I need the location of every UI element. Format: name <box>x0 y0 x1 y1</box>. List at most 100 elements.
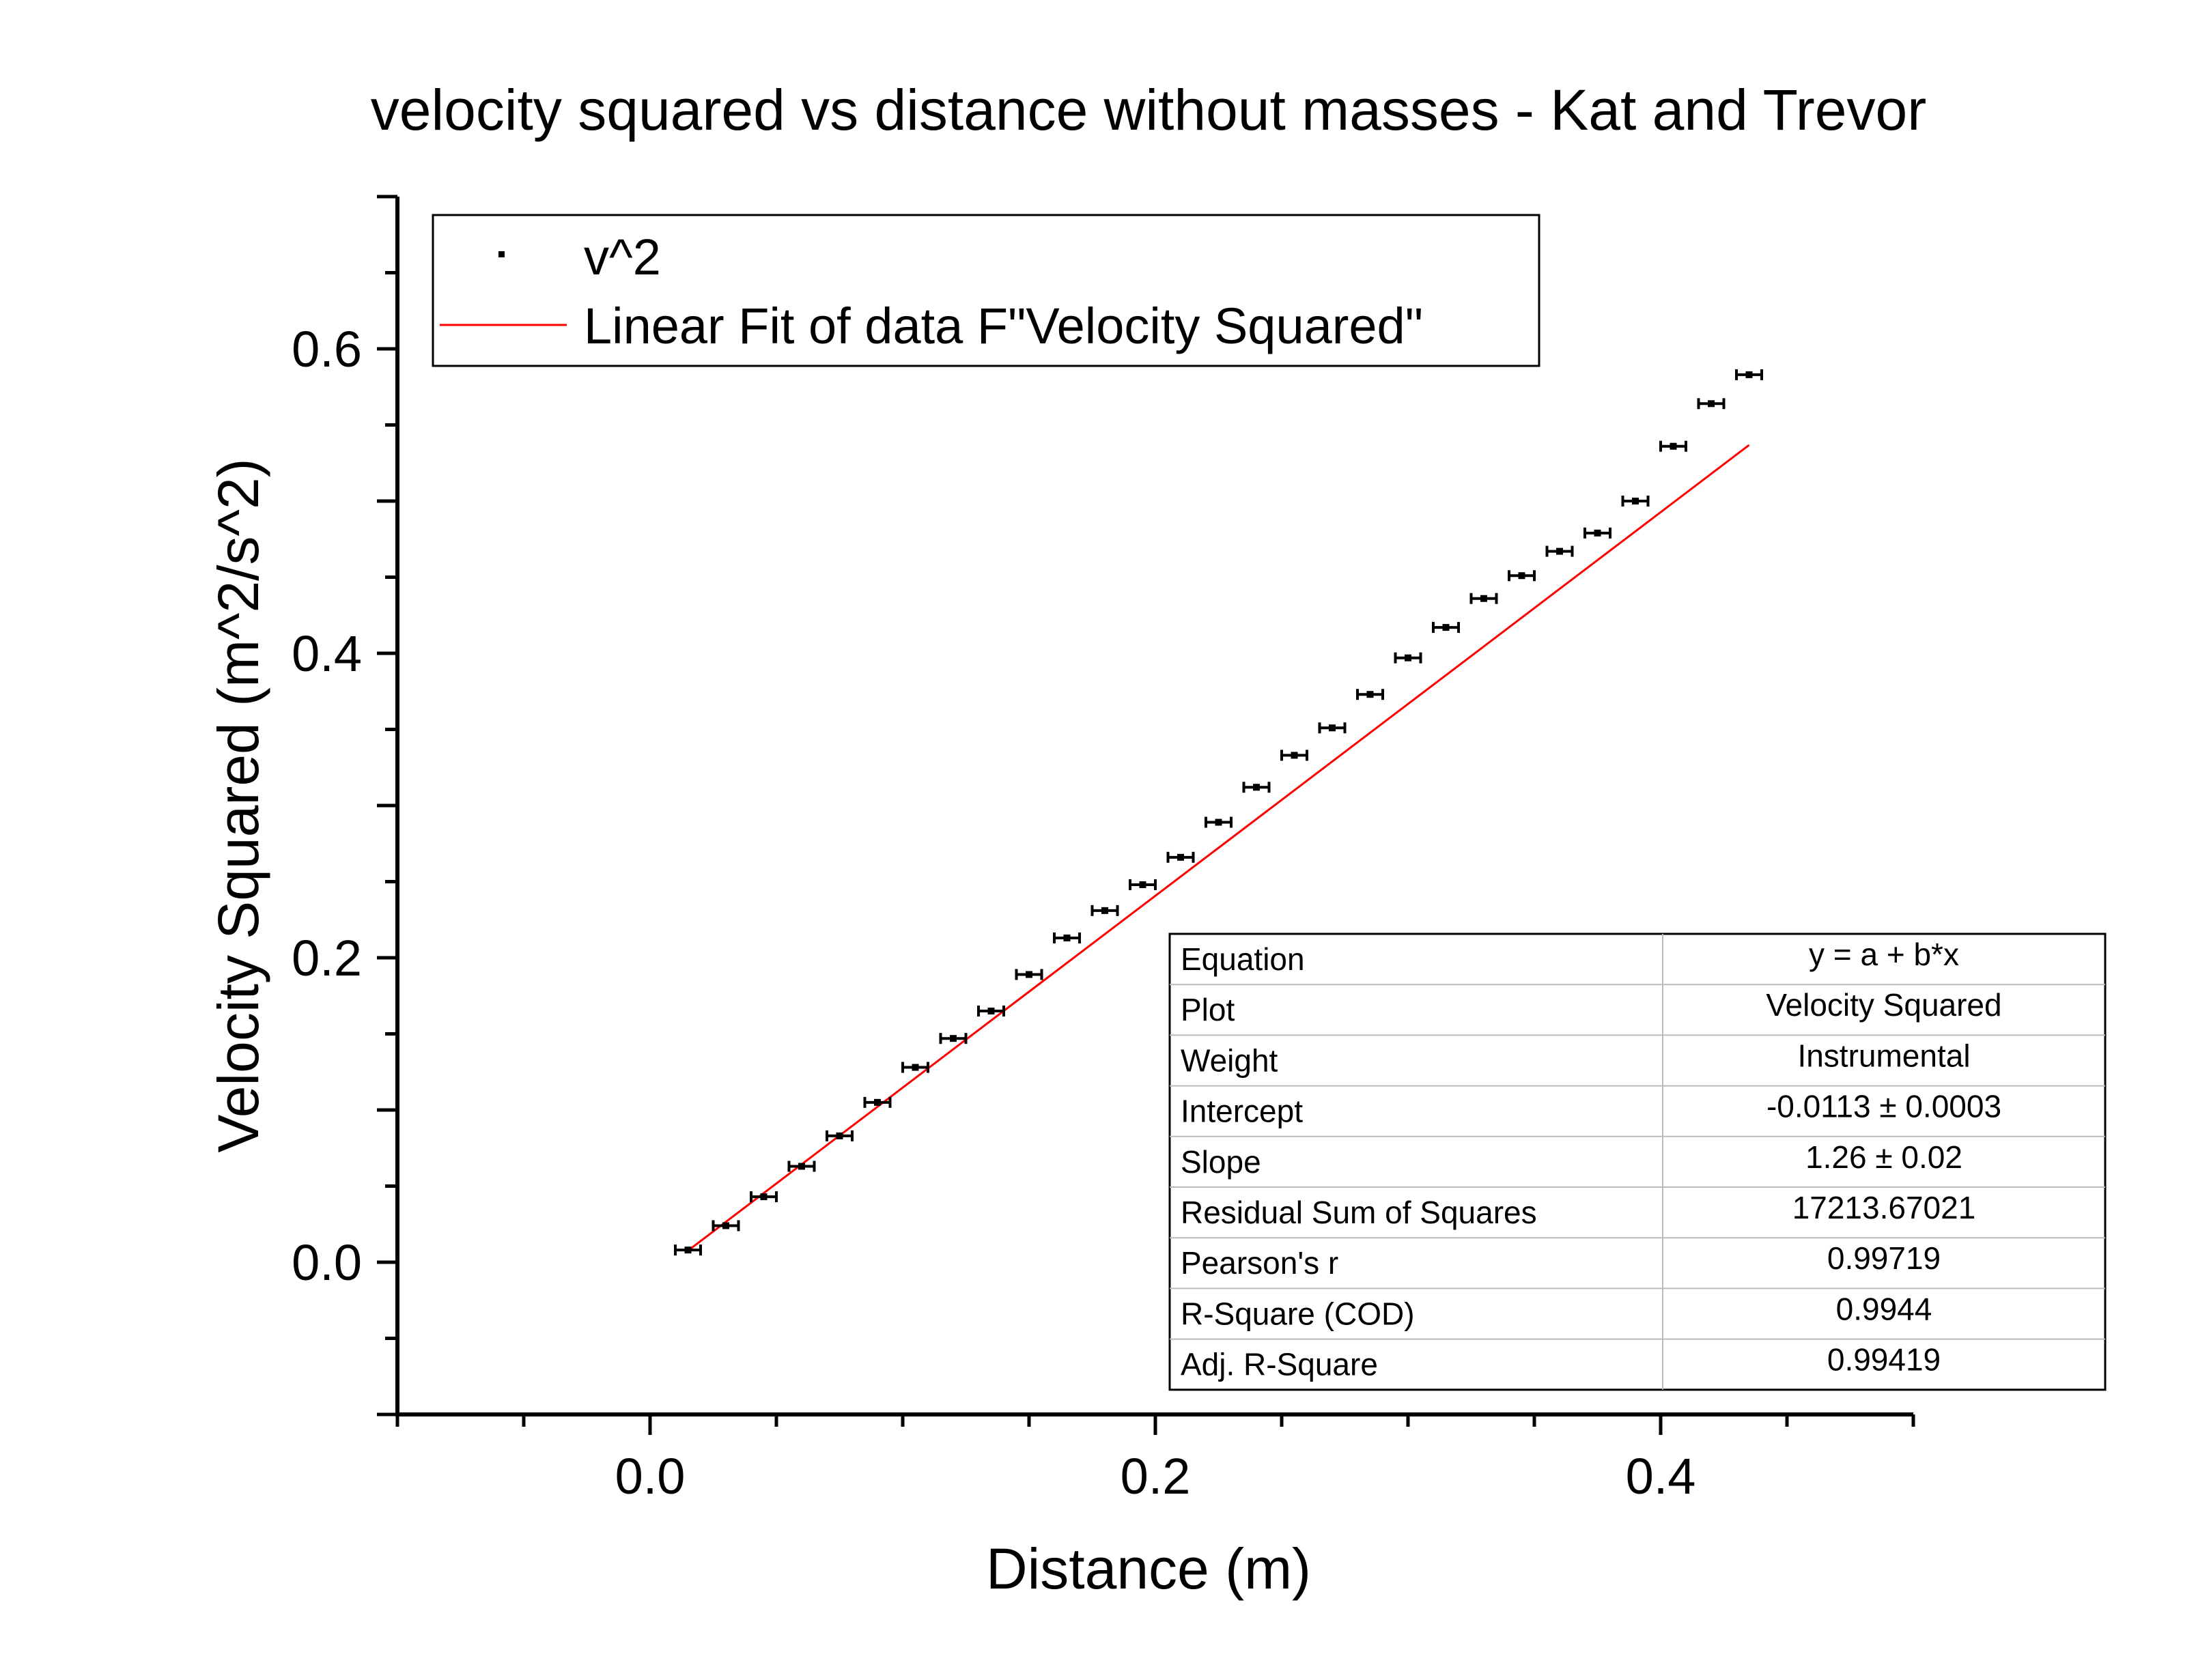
table-row-label: Intercept <box>1181 1094 1303 1129</box>
point-marker <box>1405 654 1411 661</box>
data-point <box>1318 722 1347 734</box>
data-point <box>750 1191 778 1203</box>
table-row-value: 0.99419 <box>1827 1342 1941 1378</box>
table-row-value: 1.26 ± 0.02 <box>1805 1139 1962 1175</box>
fit-line <box>687 444 1750 1252</box>
data-point <box>863 1096 892 1108</box>
data-point <box>1166 851 1195 863</box>
point-marker <box>836 1132 843 1139</box>
x-axis-label: Distance (m) <box>986 1537 1311 1601</box>
point-marker <box>1745 371 1753 378</box>
legend-box <box>432 214 1540 367</box>
point-marker <box>1101 907 1108 914</box>
y-tick-label: 0.0 <box>292 1234 362 1291</box>
x-tick-label: 0.0 <box>615 1448 686 1505</box>
legend-label-fit: Linear Fit of data F"Velocity Squared" <box>584 298 1423 354</box>
x-ticks: 0.0 0.2 0.4 <box>395 1414 1915 1505</box>
table-row-value: Instrumental <box>1797 1038 1970 1073</box>
data-point <box>901 1062 929 1073</box>
point-marker <box>1291 752 1298 759</box>
data-point <box>1659 440 1687 452</box>
point-marker <box>798 1163 805 1170</box>
data-point <box>1015 969 1043 980</box>
table-row-label: Residual Sum of Squares <box>1181 1195 1537 1230</box>
point-marker <box>1063 935 1071 942</box>
legend-marker-v2 <box>498 251 505 257</box>
data-point <box>1242 782 1271 793</box>
data-point <box>1280 750 1308 761</box>
table-row-value: y = a + b*x <box>1809 937 1959 972</box>
plot-area <box>674 369 1763 1256</box>
table-row-label: Weight <box>1181 1042 1278 1078</box>
table-row-value: -0.0113 ± 0.0003 <box>1766 1089 2001 1124</box>
point-marker <box>760 1193 768 1201</box>
table-row-label: Adj. R-Square <box>1181 1347 1378 1382</box>
data-point <box>977 1006 1005 1017</box>
point-marker <box>722 1222 729 1229</box>
point-marker <box>684 1247 692 1254</box>
point-marker <box>1670 442 1677 450</box>
point-marker <box>912 1064 919 1071</box>
point-marker <box>874 1098 881 1106</box>
data-point <box>1394 652 1422 664</box>
point-marker <box>1518 572 1525 580</box>
table-row-label: Pearson's r <box>1181 1245 1338 1281</box>
points-layer <box>674 369 1763 1256</box>
point-marker <box>1139 881 1146 888</box>
table-border <box>1168 932 2107 1391</box>
data-point <box>1090 905 1119 916</box>
data-point <box>1432 622 1460 633</box>
data-point <box>1356 689 1384 700</box>
point-marker <box>1442 624 1450 631</box>
table-row-label: Plot <box>1181 992 1235 1027</box>
point-marker <box>1215 818 1222 826</box>
point-marker <box>1026 971 1032 978</box>
point-marker <box>1594 529 1601 537</box>
data-point <box>1508 570 1536 582</box>
data-point <box>1621 496 1650 507</box>
point-marker <box>1329 724 1336 732</box>
chart-title: velocity squared vs distance without mas… <box>371 78 1926 142</box>
data-point <box>1583 527 1611 539</box>
table-row-label: Equation <box>1181 941 1305 977</box>
x-tick-label: 0.4 <box>1626 1448 1696 1505</box>
x-tick-label: 0.2 <box>1121 1448 1191 1505</box>
data-point <box>1735 369 1763 380</box>
data-point <box>826 1130 854 1141</box>
point-marker <box>987 1008 995 1015</box>
legend: v^2 Linear Fit of data F"Velocity Square… <box>432 214 1540 367</box>
y-tick-label: 0.6 <box>292 321 362 378</box>
y-axis-label: Velocity Squared (m^2/s^2) <box>206 458 270 1152</box>
point-marker <box>1366 691 1374 698</box>
legend-label-v2: v^2 <box>584 229 661 285</box>
table-row-value: 0.9944 <box>1836 1291 1932 1326</box>
y-tick-label: 0.4 <box>292 625 362 682</box>
table-row-label: Slope <box>1181 1144 1261 1180</box>
point-marker <box>1177 853 1184 861</box>
fit-layer <box>687 444 1750 1252</box>
data-point <box>1129 879 1157 890</box>
y-ticks: 0.0 0.2 0.4 0.6 <box>292 195 397 1416</box>
axes: 0.0 0.2 0.4 0.0 0.2 0.4 0.6 <box>292 195 1915 1505</box>
table-row-label: R-Square (COD) <box>1181 1296 1415 1331</box>
point-marker <box>1253 784 1260 791</box>
point-marker <box>1708 400 1715 408</box>
y-tick-label: 0.2 <box>292 930 362 986</box>
data-point <box>1053 932 1081 944</box>
table-row-value: Velocity Squared <box>1766 987 2001 1023</box>
fit-results-table: Equation y = a + b*x Plot Velocity Squared W… <box>1168 932 2107 1391</box>
point-marker <box>950 1035 957 1042</box>
data-point <box>787 1161 816 1172</box>
point-marker <box>1556 547 1563 555</box>
data-point <box>1545 545 1574 557</box>
table-row-value: 17213.67021 <box>1792 1190 1976 1225</box>
point-marker <box>1480 595 1487 602</box>
table-row-value: 0.99719 <box>1827 1240 1941 1276</box>
data-point <box>1697 398 1726 410</box>
data-point <box>1469 593 1498 604</box>
data-point <box>674 1244 702 1256</box>
point-marker <box>1632 498 1639 504</box>
data-point <box>939 1033 968 1044</box>
data-point <box>1205 816 1233 828</box>
